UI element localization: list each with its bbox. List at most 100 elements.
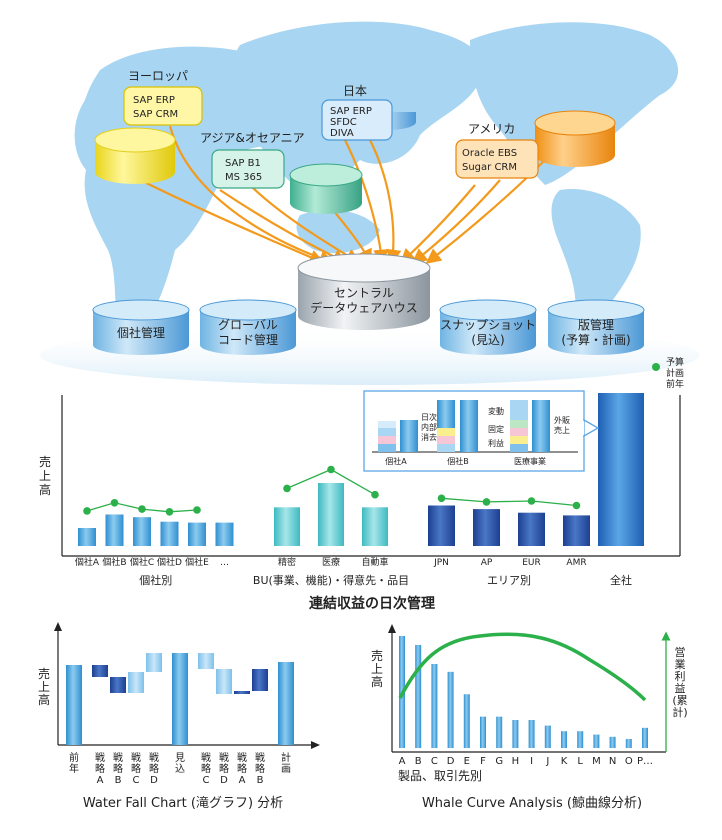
waterfall-category-char: 略 [95, 762, 105, 775]
whale-category-label: C [431, 756, 438, 767]
whale-y2label-char: 利 [675, 670, 686, 683]
whale-bar [642, 727, 648, 748]
main-bar [362, 507, 388, 546]
main-ylabel-char: 高 [39, 482, 51, 497]
svg-text:個社A: 個社A [385, 456, 407, 466]
wf-bar-keikaku [278, 662, 294, 745]
whale-bar [496, 716, 503, 748]
svg-text:Oracle EBS: Oracle EBS [462, 148, 517, 159]
main-bar [105, 514, 124, 546]
whale-ylabel-char: 上 [371, 662, 383, 676]
region-name-europe: ヨーロッパ [128, 69, 188, 83]
main-chart-title: 連結収益の日次管理 [309, 595, 435, 612]
waterfall-category-char: C [133, 775, 140, 786]
main-bar [598, 393, 644, 546]
svg-text:DIVA: DIVA [330, 128, 354, 139]
waterfall-category-char: 戦 [201, 751, 211, 764]
waterfall-category-char: A [97, 775, 104, 786]
main-bar [133, 517, 151, 546]
waterfall-category-char: 戦 [149, 751, 159, 764]
plan-marker [371, 490, 379, 499]
plan-marker [437, 494, 446, 503]
waterfall-category-char: 略 [131, 762, 141, 775]
whale-bar [463, 694, 470, 748]
waterfall-category-char: 略 [237, 762, 247, 775]
region-name-japan: 日本 [343, 84, 367, 98]
main-group-label: エリア別 [487, 574, 531, 587]
central-dwh-database-icon: セントラル データウェアハウス [297, 253, 431, 330]
main-bar [473, 509, 500, 546]
plan-marker [327, 465, 335, 474]
whale-category-label: N [609, 756, 616, 767]
whale-xlabel: 製品、取引先別 [398, 769, 482, 783]
whale-y2label-char: 計) [672, 705, 687, 719]
main-ylabel-char: 上 [39, 469, 51, 483]
waterfall-category-char: B [257, 775, 264, 786]
main-bar [160, 521, 179, 546]
svg-text:SFDC: SFDC [330, 117, 357, 128]
main-ylabel-char: 売 [39, 454, 51, 469]
main-bar [428, 505, 455, 546]
waterfall-category-char: 見 [175, 752, 185, 764]
main-bar-label: 自動車 [361, 556, 388, 568]
whale-category-label: J [545, 756, 549, 767]
whale-category-label: B [415, 756, 422, 767]
waterfall-category-char: A [239, 775, 246, 786]
whale-category-label: G [495, 756, 503, 767]
europe-database-icon [94, 127, 176, 184]
waterfall-category-char: 戦 [113, 751, 123, 764]
wf-bar-zennen [66, 665, 82, 745]
waterfall-category-char: 略 [255, 762, 265, 775]
wf-bar-senryaku-c2 [198, 653, 214, 669]
legend-text-3: 前年 [666, 378, 684, 390]
waterfall-category-char: 略 [201, 762, 211, 775]
region-name-america: アメリカ [468, 122, 515, 136]
whale-category-label: K [561, 756, 568, 767]
plan-marker [165, 508, 174, 516]
wf-bar-senryaku-b [110, 677, 126, 693]
whale-bar [447, 671, 454, 748]
waterfall-category-char: 画 [281, 764, 291, 775]
waterfall-ylabel-char: 高 [38, 692, 50, 707]
waterfall-category-char: 略 [149, 762, 159, 775]
whale-bar [561, 731, 567, 748]
main-bar-label: 個社C [130, 556, 154, 568]
svg-text:SAP ERP: SAP ERP [133, 95, 175, 106]
main-bar [215, 522, 234, 546]
waterfall-category-char: 戦 [95, 751, 105, 764]
main-bar [518, 512, 545, 546]
whale-category-label: E [464, 756, 470, 767]
whale-category-label: M [592, 756, 601, 767]
svg-text:(予算・計画): (予算・計画) [561, 332, 630, 347]
whale-category-label: P… [637, 756, 653, 767]
wf-bar-senryaku-c [128, 672, 144, 693]
wf-bar-senryaku-a2 [234, 691, 250, 694]
main-bar-label: 精密 [278, 556, 296, 568]
whale-y2label-char: 営 [675, 645, 686, 659]
main-bar-label: 個社D [157, 556, 182, 568]
main-bar-label: 個社E [185, 556, 209, 568]
svg-text:版管理: 版管理 [578, 317, 614, 332]
plan-marker [138, 505, 146, 513]
europe-systems-box: SAP ERP SAP CRM [123, 86, 203, 126]
waterfall-category-char: C [203, 775, 210, 786]
main-bar-label: 個社B [102, 556, 126, 568]
svg-text:(見込): (見込) [471, 333, 504, 347]
main-group-label: BU(事業、機能)・得意先・品目 [253, 573, 409, 587]
whale-bar [544, 725, 551, 748]
svg-text:SAP CRM: SAP CRM [133, 109, 178, 120]
whale-profit-curve [398, 632, 647, 702]
whale-y2label-char: (累 [672, 694, 687, 707]
svg-text:変動: 変動 [488, 406, 504, 416]
waterfall-category-char: 計 [281, 751, 291, 764]
wf-bar-senryaku-b2 [252, 669, 268, 691]
whale-y2label-char: 業 [675, 658, 686, 671]
svg-text:売上: 売上 [554, 425, 570, 435]
waterfall-category-char: 戦 [219, 751, 229, 764]
plan-marker [110, 499, 119, 507]
whale-category-label: I [530, 756, 533, 767]
whale-ylabel-char: 高 [371, 674, 383, 689]
waterfall-category-char: 戦 [255, 751, 265, 764]
